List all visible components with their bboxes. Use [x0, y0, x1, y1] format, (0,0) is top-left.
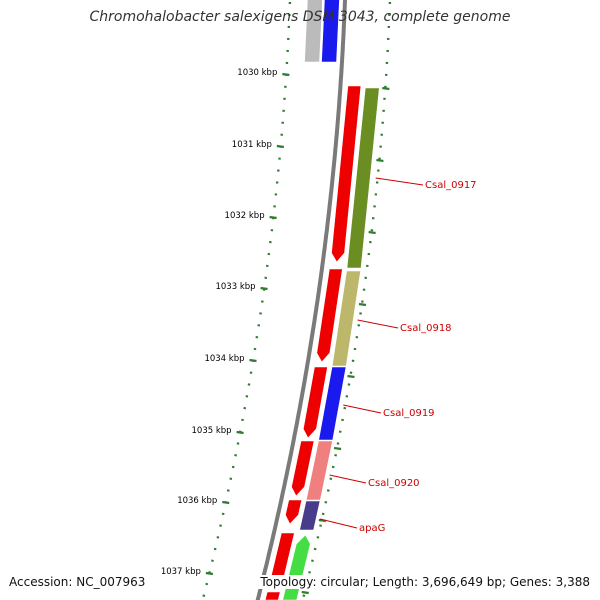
outer-ruler-tick	[347, 374, 355, 379]
reverse-cds-2	[316, 268, 343, 363]
reverse-cds-7	[264, 591, 281, 600]
genome-title: Chromohalobacter salexigens DSM 3043, co…	[89, 9, 511, 25]
ruler-label: 1034 kbp	[204, 354, 244, 364]
ruler-tick	[222, 500, 230, 505]
outer-ruler-tick	[301, 590, 309, 595]
ruler-label: 1031 kbp	[232, 140, 272, 150]
outer-ruler-tick	[333, 446, 342, 451]
ruler-tick	[282, 72, 290, 77]
ruler-label: 1036 kbp	[177, 496, 217, 506]
gene-label-csal_0917: Csal_0917	[425, 180, 477, 191]
ruler-tick	[236, 430, 244, 435]
reverse-cds-3	[302, 366, 328, 439]
gene-blue-feature	[321, 0, 340, 63]
genome-stats-text: Topology: circular; Length: 3,696,649 bp…	[258, 575, 590, 589]
outer-ruler-tick	[376, 158, 384, 163]
outer-ruler-tick	[358, 302, 367, 307]
gene-csal-0917	[346, 87, 380, 269]
ruler-tick	[205, 571, 214, 576]
outer-ruler-tick	[382, 86, 390, 91]
gene-label-apag: apaG	[359, 523, 385, 534]
gene-label-csal_0919: Csal_0919	[383, 408, 435, 419]
accession-text: Accession: NC_007963	[9, 575, 146, 589]
gene-csal-0920	[305, 440, 333, 501]
ruler-tick	[249, 358, 257, 363]
gene-csal-0918	[331, 270, 361, 367]
inner-dotted-circle	[201, 0, 292, 600]
ruler-tick	[276, 144, 285, 149]
gene-label-leader	[329, 474, 367, 484]
ruler-label: 1032 kbp	[225, 211, 265, 221]
gene-label-leader	[375, 177, 424, 186]
ruler-label: 1033 kbp	[215, 282, 255, 292]
gene-apag	[299, 500, 321, 531]
ruler-label: 1035 kbp	[192, 426, 232, 436]
ruler-tick	[260, 286, 268, 291]
gene-label-leader	[319, 518, 358, 529]
reverse-cds-5	[285, 499, 303, 525]
ruler-tick	[269, 215, 277, 220]
gene-label-csal_0918: Csal_0918	[400, 323, 452, 334]
outer-ruler-tick	[368, 230, 376, 235]
reverse-cds-4	[291, 440, 315, 497]
gene-label-leader	[357, 319, 399, 329]
ruler-label: 1037 kbp	[161, 567, 201, 577]
backbone-circle	[255, 0, 348, 600]
reverse-cds-1	[331, 85, 362, 263]
gene-label-csal_0920: Csal_0920	[368, 478, 420, 489]
gene-grey-feature	[304, 0, 323, 63]
outer-ruler-tick	[318, 518, 326, 523]
gene-csal-0919	[318, 366, 347, 441]
gene-label-leader	[343, 404, 382, 414]
ruler-label: 1030 kbp	[237, 68, 277, 78]
